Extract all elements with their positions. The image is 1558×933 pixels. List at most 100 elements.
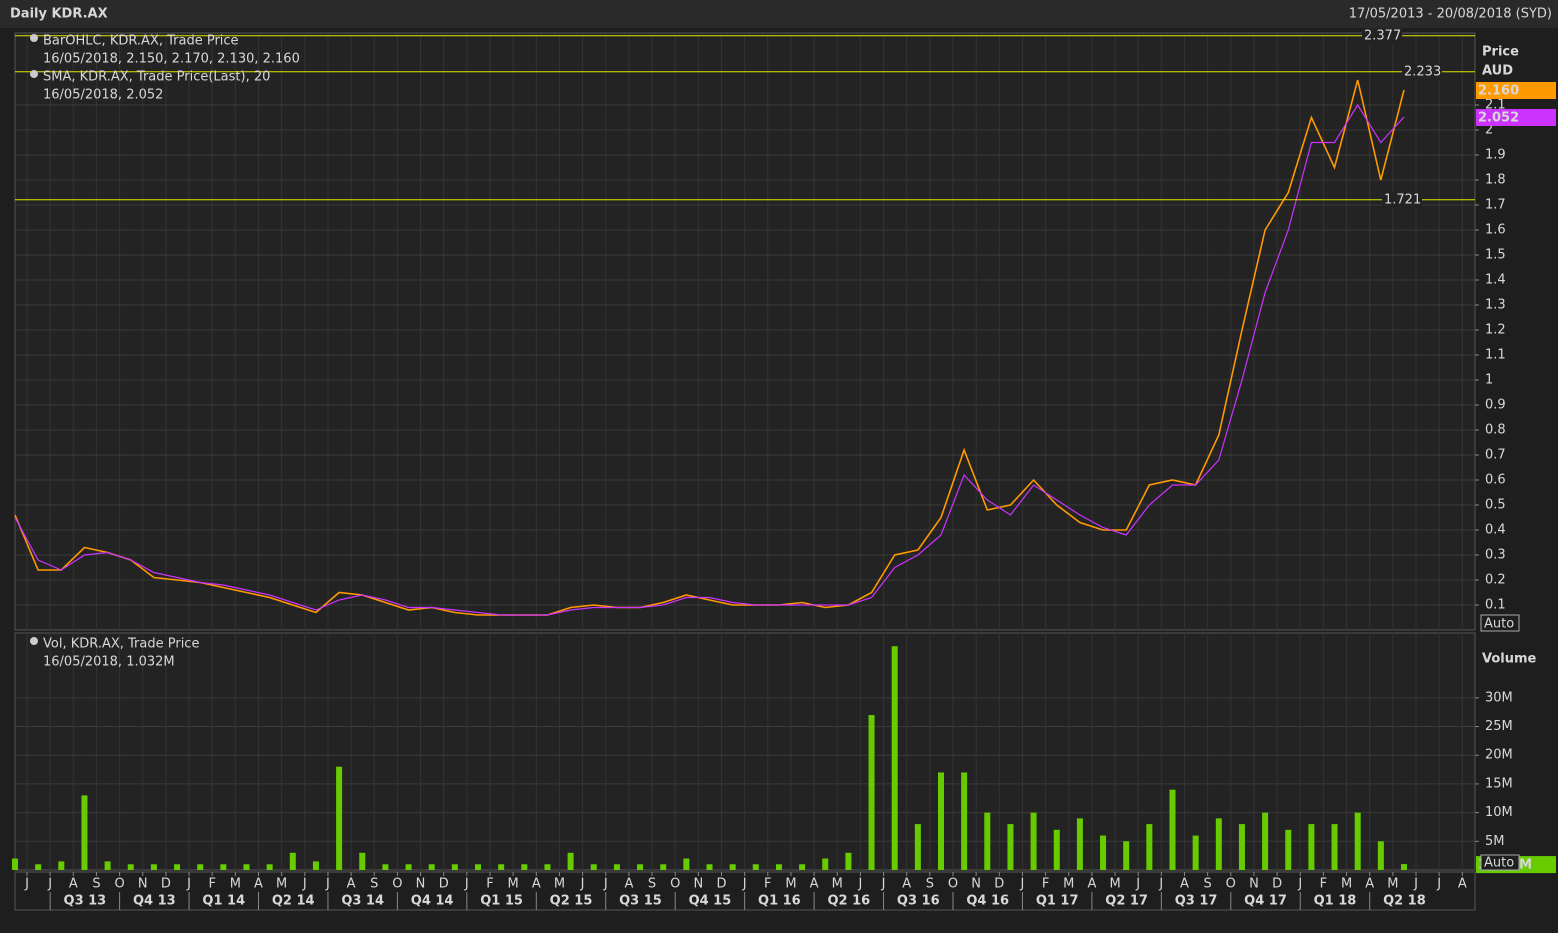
y-tick-label: 0.4 bbox=[1485, 523, 1506, 538]
volume-bar bbox=[498, 864, 505, 870]
quarter-label: Q2 15 bbox=[550, 894, 593, 909]
month-label: O bbox=[948, 877, 958, 892]
volume-bar bbox=[1377, 841, 1384, 870]
month-label: J bbox=[302, 877, 307, 892]
month-label: J bbox=[603, 877, 608, 892]
volume-axis-title: Volume bbox=[1482, 652, 1537, 667]
volume-bar bbox=[1030, 812, 1037, 870]
y-tick-label: 0.6 bbox=[1485, 473, 1506, 488]
header-bar bbox=[0, 0, 1558, 28]
horizontal-line-label-bg bbox=[1362, 27, 1402, 44]
y-tick-label: 0.8 bbox=[1485, 423, 1506, 438]
legend-icon bbox=[30, 70, 38, 78]
month-label: J bbox=[1158, 877, 1163, 892]
volume-bar bbox=[1215, 818, 1222, 870]
month-label: J bbox=[1020, 877, 1025, 892]
month-label: J bbox=[464, 877, 469, 892]
price-line bbox=[14, 79, 1405, 616]
y-tick-label: 0.7 bbox=[1485, 448, 1506, 463]
y-tick-label: 1.3 bbox=[1485, 298, 1506, 313]
volume-bar bbox=[544, 864, 551, 870]
month-label: J bbox=[742, 877, 747, 892]
volume-bar bbox=[868, 715, 875, 870]
quarter-label: Q3 16 bbox=[897, 894, 940, 909]
volume-bar bbox=[289, 852, 296, 870]
legend-entry: Vol, KDR.AX, Trade Price bbox=[43, 637, 199, 652]
scale-button-label[interactable]: Auto bbox=[1484, 617, 1514, 632]
volume-bar bbox=[613, 864, 620, 870]
legend-value: 16/05/2018, 1.032M bbox=[43, 655, 175, 670]
volume-bar bbox=[382, 864, 389, 870]
month-label: J bbox=[24, 877, 29, 892]
legend-icon bbox=[30, 637, 38, 645]
horizontal-line-label: 2.377 bbox=[1364, 28, 1401, 43]
month-label: J bbox=[1297, 877, 1302, 892]
month-label: N bbox=[416, 877, 426, 892]
month-label: J bbox=[1436, 877, 1441, 892]
scale-button[interactable] bbox=[1480, 854, 1520, 871]
volume-bar bbox=[266, 864, 273, 870]
volume-bar bbox=[521, 864, 528, 870]
y-tick-label: 0.2 bbox=[1485, 573, 1506, 588]
month-label: F bbox=[1320, 877, 1327, 892]
month-label: J bbox=[1413, 877, 1418, 892]
volume-bar bbox=[567, 852, 574, 870]
volume-bar bbox=[683, 858, 690, 870]
volume-bar bbox=[1146, 824, 1153, 870]
quarter-label: Q3 14 bbox=[341, 894, 384, 909]
volume-bar bbox=[845, 852, 852, 870]
volume-bar bbox=[1192, 835, 1199, 870]
month-label: M bbox=[554, 877, 565, 892]
scale-button[interactable] bbox=[1480, 614, 1520, 632]
volume-bar bbox=[799, 864, 806, 870]
volume-bar bbox=[1123, 841, 1130, 870]
y-tick-label: 25M bbox=[1485, 719, 1513, 734]
volume-bar bbox=[775, 864, 782, 870]
month-label: A bbox=[1365, 877, 1374, 892]
price-axis-title: Price bbox=[1482, 45, 1519, 60]
y-tick-label: 2.1 bbox=[1485, 98, 1506, 113]
quarter-label: Q1 16 bbox=[758, 894, 801, 909]
quarter-label: Q3 15 bbox=[619, 894, 662, 909]
month-label: D bbox=[161, 877, 171, 892]
quarter-label: Q4 17 bbox=[1244, 894, 1287, 909]
volume-bar bbox=[174, 864, 181, 870]
month-label: A bbox=[69, 877, 78, 892]
y-tick-label: 1 bbox=[1485, 373, 1493, 388]
month-label: F bbox=[764, 877, 771, 892]
volume-bar bbox=[984, 812, 991, 870]
month-label: D bbox=[716, 877, 726, 892]
quarter-label: Q2 14 bbox=[272, 894, 315, 909]
quarter-label: Q1 15 bbox=[480, 894, 523, 909]
horizontal-line-label: 1.721 bbox=[1384, 192, 1421, 207]
y-tick-label: 0.3 bbox=[1485, 548, 1506, 563]
value-tag bbox=[1476, 109, 1556, 126]
scale-button-label[interactable]: Auto bbox=[1484, 856, 1514, 871]
volume-bar bbox=[150, 864, 157, 870]
price-axis-unit: AUD bbox=[1482, 64, 1513, 79]
header-range: 17/05/2013 - 20/08/2018 (SYD) bbox=[1349, 7, 1552, 22]
month-label: J bbox=[47, 877, 52, 892]
volume-bar bbox=[58, 861, 65, 870]
volume-bar bbox=[1331, 824, 1338, 870]
month-label: A bbox=[624, 877, 633, 892]
value-tag-label: 2.052 bbox=[1478, 111, 1519, 126]
volume-bar bbox=[706, 864, 713, 870]
y-tick-label: 0.1 bbox=[1485, 598, 1506, 613]
month-label: J bbox=[1135, 877, 1140, 892]
quarter-label: Q1 14 bbox=[202, 894, 245, 909]
y-tick-label: 0.9 bbox=[1485, 398, 1506, 413]
month-label: M bbox=[508, 877, 519, 892]
volume-bar bbox=[35, 864, 42, 870]
volume-bar bbox=[451, 864, 458, 870]
quarter-label: Q4 14 bbox=[411, 894, 454, 909]
month-label: D bbox=[994, 877, 1004, 892]
volume-bar bbox=[590, 864, 597, 870]
horizontal-line-label-bg bbox=[1382, 191, 1422, 208]
month-label: A bbox=[347, 877, 356, 892]
volume-bar bbox=[1401, 864, 1407, 870]
volume-bar bbox=[1262, 812, 1269, 870]
volume-bar bbox=[104, 861, 111, 870]
volume-bar bbox=[127, 864, 134, 870]
y-tick-label: 1.1 bbox=[1485, 348, 1506, 363]
